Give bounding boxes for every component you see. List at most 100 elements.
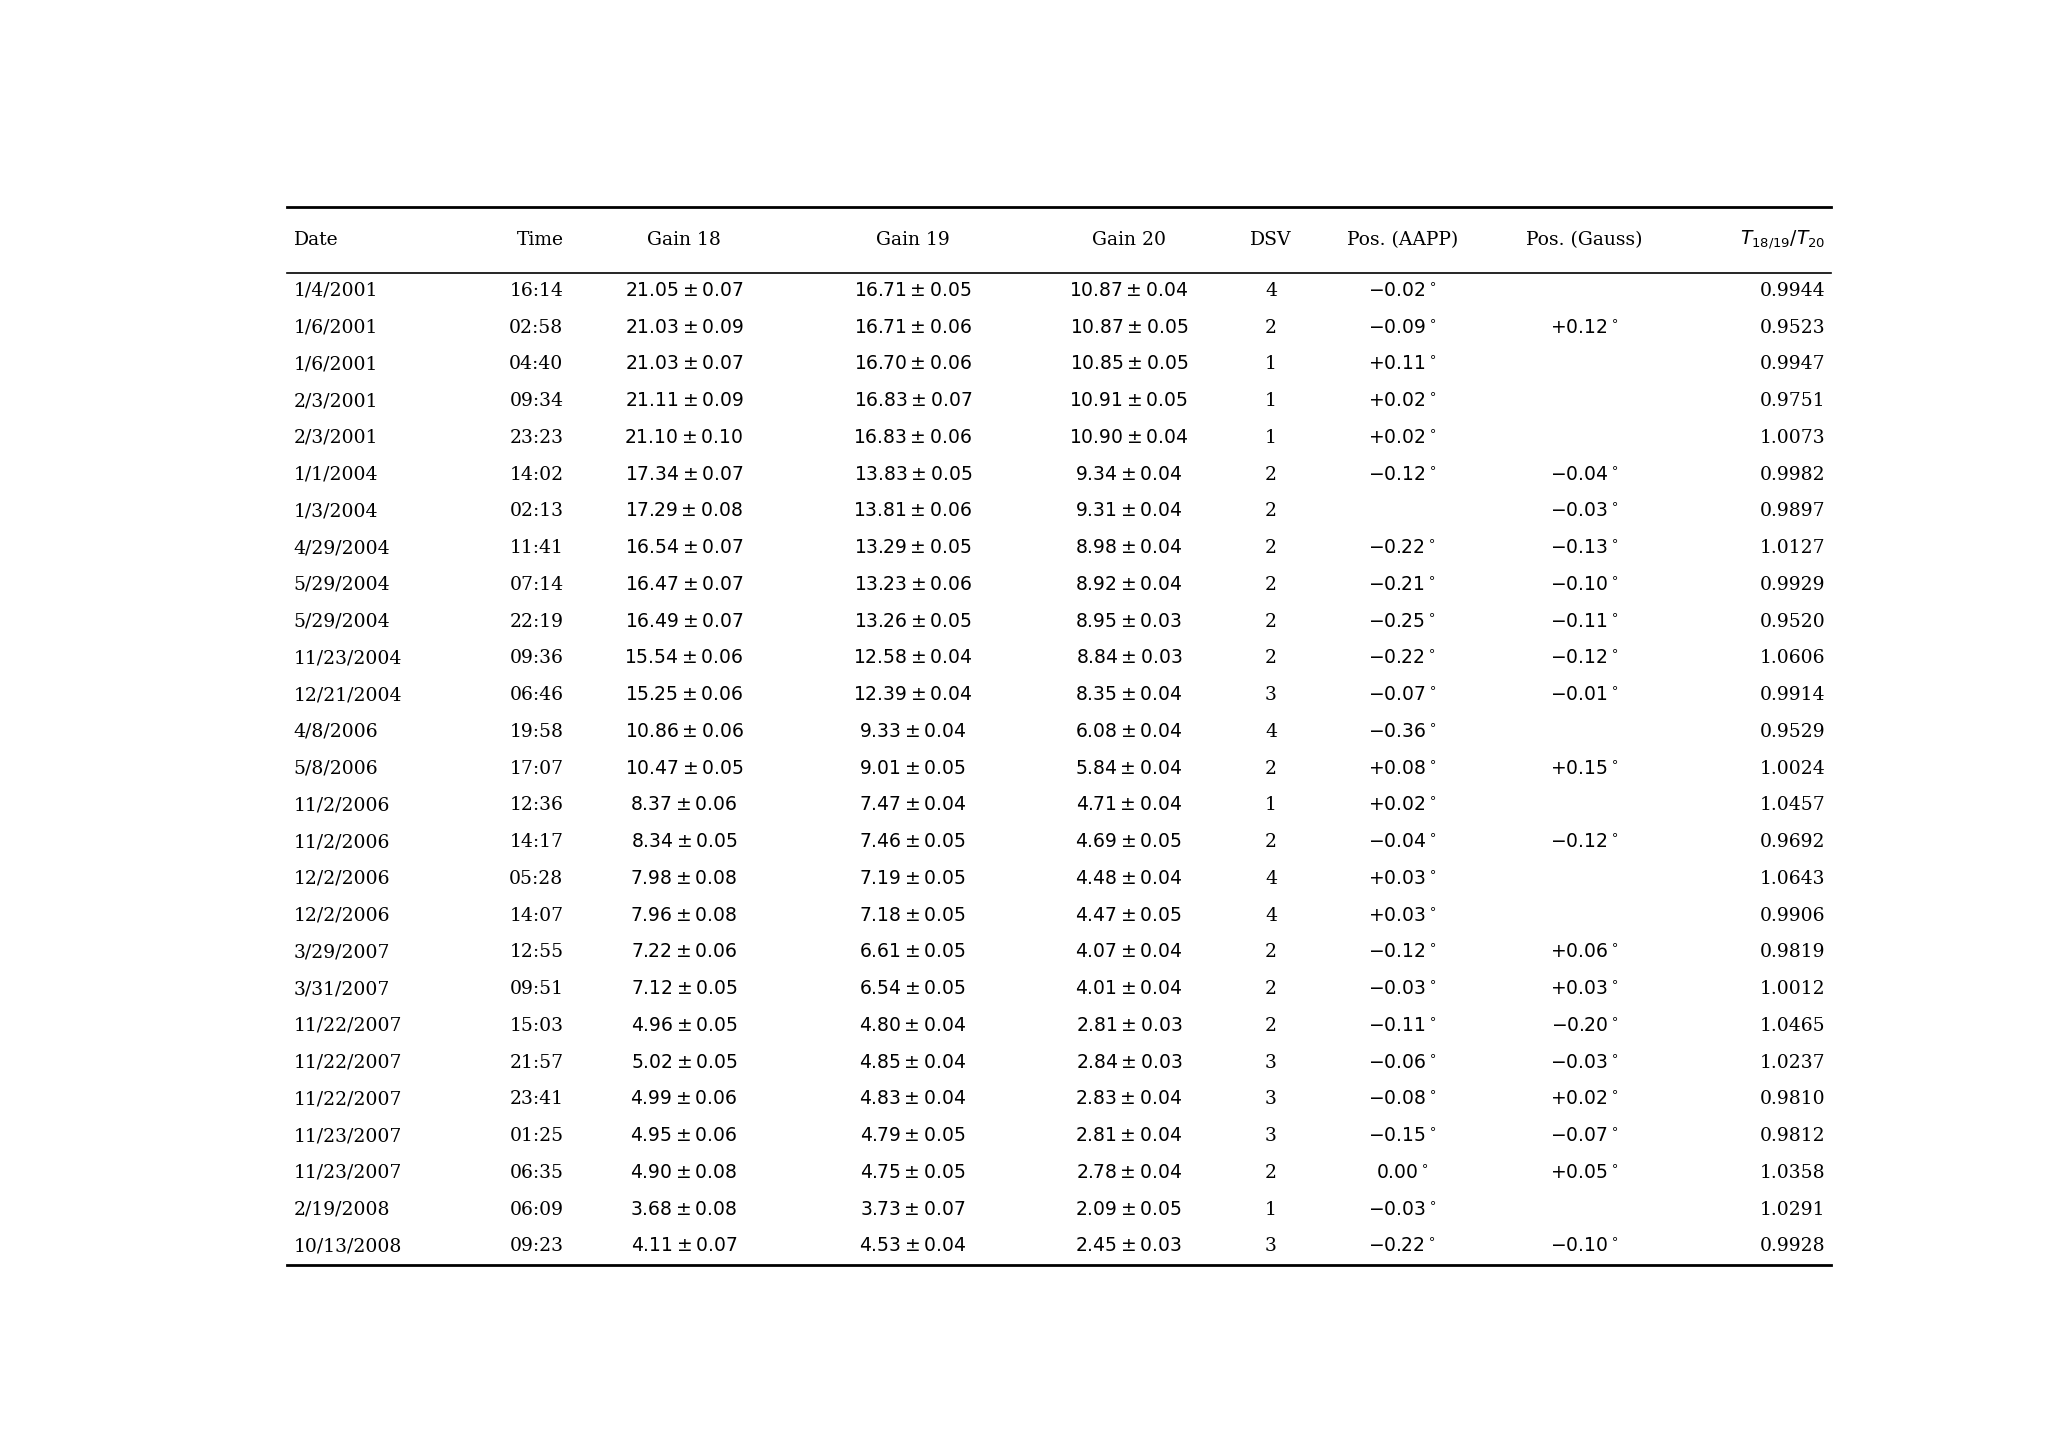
Text: $7.98 \pm 0.08$: $7.98 \pm 0.08$ [630, 870, 738, 888]
Text: 0.9520: 0.9520 [1759, 613, 1825, 630]
Text: Pos. (AAPP): Pos. (AAPP) [1346, 231, 1457, 249]
Text: 1/4/2001: 1/4/2001 [294, 282, 378, 299]
Text: 11/22/2007: 11/22/2007 [294, 1017, 403, 1035]
Text: $10.85 \pm 0.05$: $10.85 \pm 0.05$ [1071, 356, 1189, 373]
Text: $10.86 \pm 0.06$: $10.86 \pm 0.06$ [624, 723, 744, 740]
Text: 4: 4 [1265, 870, 1277, 888]
Text: 0.9692: 0.9692 [1759, 833, 1825, 852]
Text: $17.34 \pm 0.07$: $17.34 \pm 0.07$ [624, 466, 744, 483]
Text: 10/13/2008: 10/13/2008 [294, 1238, 401, 1255]
Text: $-0.01^\circ$: $-0.01^\circ$ [1550, 685, 1618, 704]
Text: 11/23/2004: 11/23/2004 [294, 649, 401, 668]
Text: $-0.10^\circ$: $-0.10^\circ$ [1550, 576, 1618, 594]
Text: 14:17: 14:17 [508, 833, 564, 852]
Text: Gain 19: Gain 19 [876, 231, 949, 249]
Text: $10.91 \pm 0.05$: $10.91 \pm 0.05$ [1069, 392, 1189, 411]
Text: $-0.20^\circ$: $-0.20^\circ$ [1550, 1017, 1618, 1035]
Text: $2.81 \pm 0.04$: $2.81 \pm 0.04$ [1075, 1126, 1182, 1145]
Text: $9.34 \pm 0.04$: $9.34 \pm 0.04$ [1075, 466, 1182, 483]
Text: $5.84 \pm 0.04$: $5.84 \pm 0.04$ [1075, 759, 1182, 778]
Text: $-0.10^\circ$: $-0.10^\circ$ [1550, 1238, 1618, 1255]
Text: 1.0457: 1.0457 [1759, 797, 1825, 814]
Text: 0.9914: 0.9914 [1759, 685, 1825, 704]
Text: 23:23: 23:23 [508, 429, 564, 447]
Text: 12/21/2004: 12/21/2004 [294, 685, 403, 704]
Text: 3: 3 [1265, 1126, 1277, 1145]
Text: 2: 2 [1265, 649, 1277, 668]
Text: $-0.12^\circ$: $-0.12^\circ$ [1368, 943, 1437, 962]
Text: $4.53 \pm 0.04$: $4.53 \pm 0.04$ [860, 1238, 967, 1255]
Text: 11/22/2007: 11/22/2007 [294, 1090, 403, 1108]
Text: $10.87 \pm 0.05$: $10.87 \pm 0.05$ [1071, 318, 1189, 337]
Text: 04:40: 04:40 [508, 356, 564, 373]
Text: $+0.02^\circ$: $+0.02^\circ$ [1368, 429, 1437, 447]
Text: $4.96 \pm 0.05$: $4.96 \pm 0.05$ [630, 1017, 738, 1035]
Text: $-0.12^\circ$: $-0.12^\circ$ [1550, 649, 1618, 668]
Text: $-0.09^\circ$: $-0.09^\circ$ [1368, 318, 1437, 337]
Text: $13.29 \pm 0.05$: $13.29 \pm 0.05$ [854, 539, 971, 557]
Text: 12:36: 12:36 [511, 797, 564, 814]
Text: $4.90 \pm 0.08$: $4.90 \pm 0.08$ [630, 1164, 738, 1181]
Text: $6.61 \pm 0.05$: $6.61 \pm 0.05$ [860, 943, 965, 962]
Text: $9.31 \pm 0.04$: $9.31 \pm 0.04$ [1075, 502, 1182, 521]
Text: $4.01 \pm 0.04$: $4.01 \pm 0.04$ [1075, 980, 1182, 998]
Text: 3/29/2007: 3/29/2007 [294, 943, 391, 962]
Text: 0.9751: 0.9751 [1759, 392, 1825, 411]
Text: $5.02 \pm 0.05$: $5.02 \pm 0.05$ [630, 1054, 738, 1071]
Text: 1: 1 [1265, 392, 1277, 411]
Text: $16.83 \pm 0.06$: $16.83 \pm 0.06$ [854, 429, 971, 447]
Text: 4: 4 [1265, 907, 1277, 924]
Text: 2: 2 [1265, 613, 1277, 630]
Text: $16.49 \pm 0.07$: $16.49 \pm 0.07$ [624, 613, 744, 630]
Text: $-0.03^\circ$: $-0.03^\circ$ [1368, 1200, 1437, 1219]
Text: 12:55: 12:55 [508, 943, 564, 962]
Text: 2: 2 [1265, 833, 1277, 852]
Text: 2/19/2008: 2/19/2008 [294, 1200, 391, 1219]
Text: $4.80 \pm 0.04$: $4.80 \pm 0.04$ [860, 1017, 965, 1035]
Text: 2: 2 [1265, 466, 1277, 483]
Text: $4.79 \pm 0.05$: $4.79 \pm 0.05$ [860, 1126, 965, 1145]
Text: $13.83 \pm 0.05$: $13.83 \pm 0.05$ [854, 466, 971, 483]
Text: 2: 2 [1265, 539, 1277, 557]
Text: Pos. (Gauss): Pos. (Gauss) [1525, 231, 1643, 249]
Text: 1: 1 [1265, 356, 1277, 373]
Text: $+0.03^\circ$: $+0.03^\circ$ [1550, 980, 1618, 998]
Text: 4/29/2004: 4/29/2004 [294, 539, 391, 557]
Text: $15.54 \pm 0.06$: $15.54 \pm 0.06$ [624, 649, 744, 668]
Text: $-0.06^\circ$: $-0.06^\circ$ [1368, 1054, 1437, 1071]
Text: 1.0643: 1.0643 [1759, 870, 1825, 888]
Text: 2: 2 [1265, 1017, 1277, 1035]
Text: 1/3/2004: 1/3/2004 [294, 502, 378, 521]
Text: $16.83 \pm 0.07$: $16.83 \pm 0.07$ [854, 392, 971, 411]
Text: $13.23 \pm 0.06$: $13.23 \pm 0.06$ [854, 576, 971, 594]
Text: 3: 3 [1265, 685, 1277, 704]
Text: $-0.04^\circ$: $-0.04^\circ$ [1550, 466, 1618, 483]
Text: $4.95 \pm 0.06$: $4.95 \pm 0.06$ [630, 1126, 738, 1145]
Text: 11/23/2007: 11/23/2007 [294, 1164, 401, 1181]
Text: $-0.11^\circ$: $-0.11^\circ$ [1368, 1017, 1437, 1035]
Text: $+0.12^\circ$: $+0.12^\circ$ [1550, 318, 1618, 337]
Text: 05:28: 05:28 [508, 870, 564, 888]
Text: 0.9906: 0.9906 [1759, 907, 1825, 924]
Text: $-0.03^\circ$: $-0.03^\circ$ [1550, 1054, 1618, 1071]
Text: 01:25: 01:25 [508, 1126, 564, 1145]
Text: 23:41: 23:41 [508, 1090, 564, 1108]
Text: 06:35: 06:35 [508, 1164, 564, 1181]
Text: 5/8/2006: 5/8/2006 [294, 759, 378, 778]
Text: $-0.08^\circ$: $-0.08^\circ$ [1368, 1090, 1437, 1108]
Text: 2: 2 [1265, 502, 1277, 521]
Text: 2/3/2001: 2/3/2001 [294, 392, 378, 411]
Text: 11/23/2007: 11/23/2007 [294, 1126, 401, 1145]
Text: 1.0358: 1.0358 [1759, 1164, 1825, 1181]
Text: $16.71 \pm 0.05$: $16.71 \pm 0.05$ [854, 282, 971, 299]
Text: $9.33 \pm 0.04$: $9.33 \pm 0.04$ [860, 723, 967, 740]
Text: $16.54 \pm 0.07$: $16.54 \pm 0.07$ [624, 539, 744, 557]
Text: 0.9897: 0.9897 [1759, 502, 1825, 521]
Text: 0.9523: 0.9523 [1759, 318, 1825, 337]
Text: $7.22 \pm 0.06$: $7.22 \pm 0.06$ [630, 943, 738, 962]
Text: $2.78 \pm 0.04$: $2.78 \pm 0.04$ [1075, 1164, 1182, 1181]
Text: 14:02: 14:02 [508, 466, 564, 483]
Text: $16.71 \pm 0.06$: $16.71 \pm 0.06$ [854, 318, 971, 337]
Text: $-0.12^\circ$: $-0.12^\circ$ [1550, 833, 1618, 852]
Text: 11/22/2007: 11/22/2007 [294, 1054, 403, 1071]
